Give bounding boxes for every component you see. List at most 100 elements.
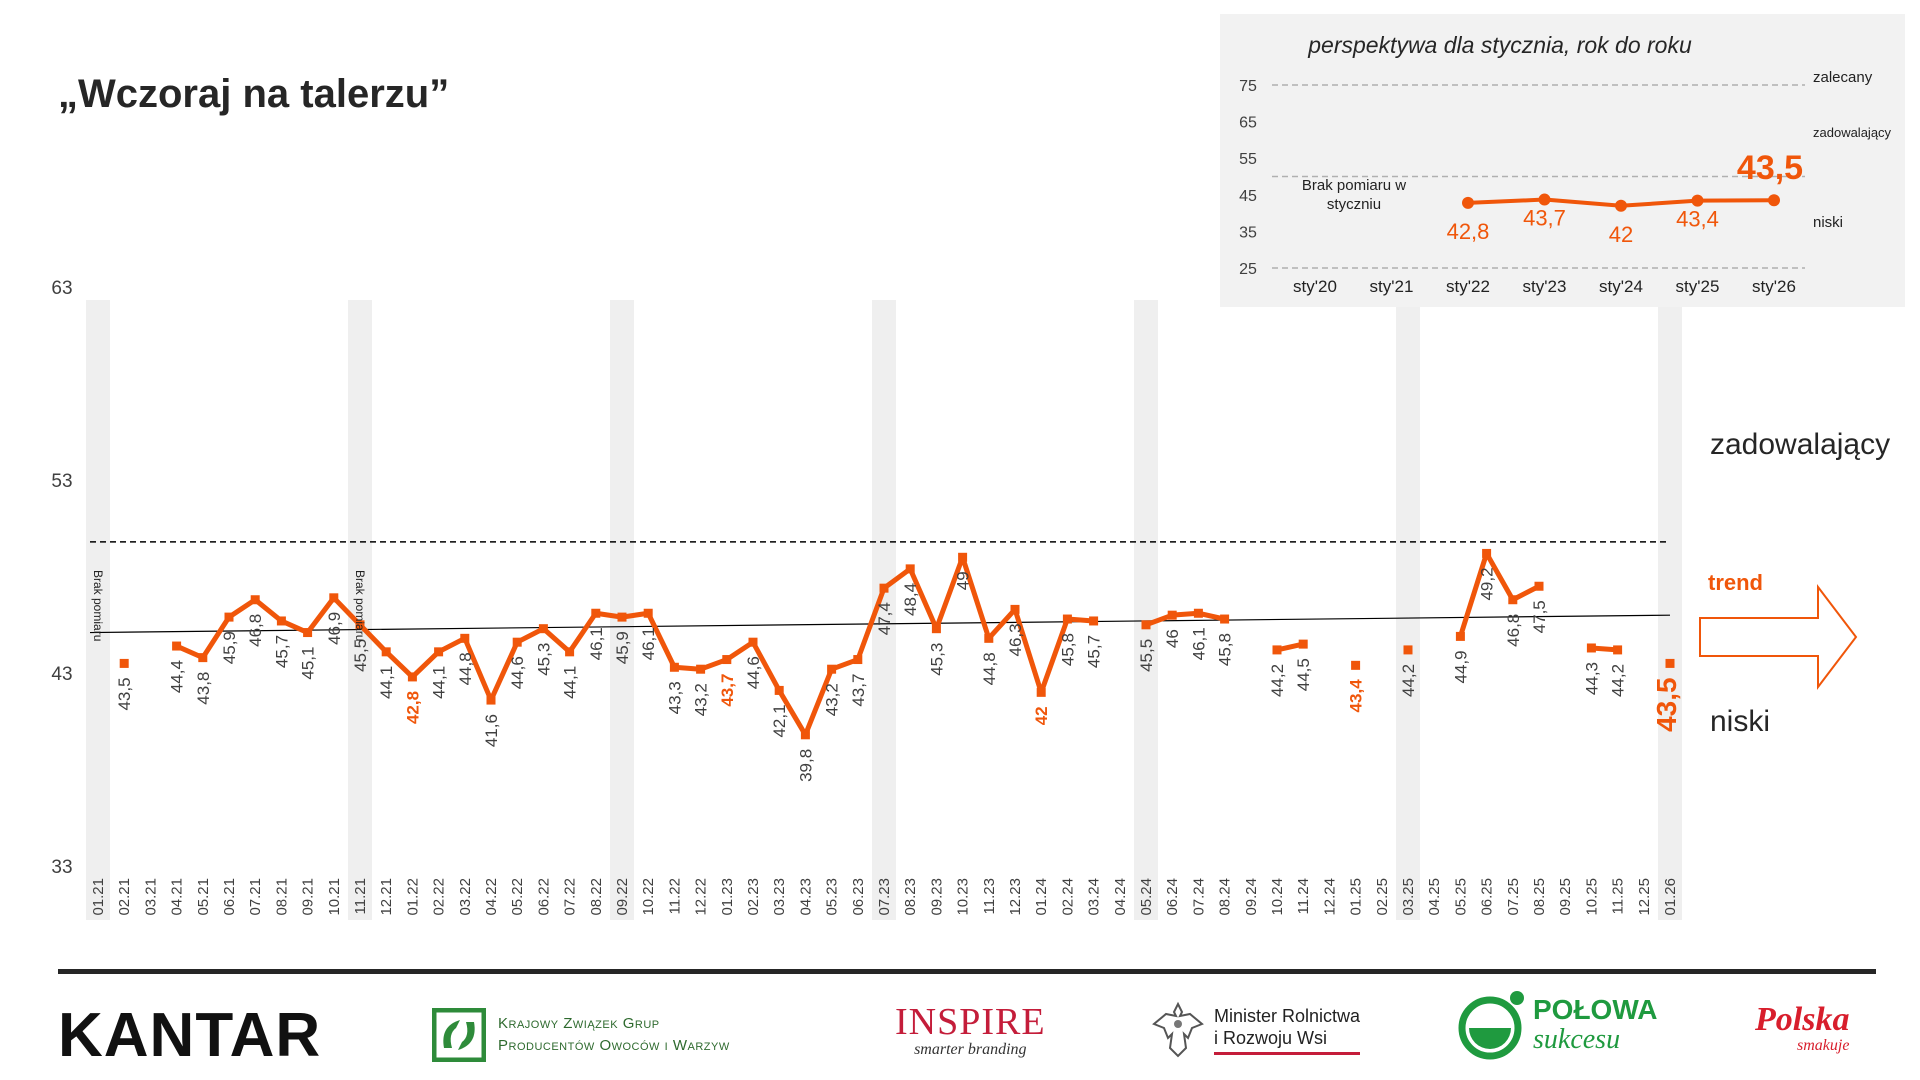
x-tick-label: 12.25: [1636, 878, 1653, 916]
inset-data-label: 43,4: [1676, 207, 1719, 232]
inset-data-label: 42: [1609, 222, 1633, 247]
footer-divider: [58, 969, 1876, 974]
x-tick-label: 08.22: [588, 878, 605, 916]
x-tick-label: 10.21: [326, 878, 343, 916]
data-label: 44,6: [744, 656, 763, 689]
data-point: [172, 641, 182, 651]
x-tick-label: 05.24: [1138, 878, 1155, 916]
x-tick-label: 01.23: [719, 878, 736, 916]
eagle-emblem-icon: [1152, 1001, 1204, 1058]
data-point: [1613, 645, 1623, 655]
data-label: 44,2: [1268, 664, 1287, 697]
x-tick-label: 11.23: [981, 878, 998, 914]
data-label: 42,1: [770, 704, 789, 737]
trend-label: trend: [1708, 570, 1763, 595]
data-label: 44,1: [430, 666, 449, 699]
inset-x-tick-label: sty'25: [1676, 277, 1720, 296]
shade-column: [348, 300, 372, 920]
x-tick-label: 05.23: [824, 878, 841, 916]
x-tick-label: 07.22: [562, 878, 579, 916]
data-label: 39,8: [796, 749, 815, 782]
x-tick-label: 04.23: [797, 878, 814, 916]
data-point: [931, 624, 941, 634]
x-tick-label: 10.25: [1583, 878, 1600, 916]
y-tick-label: 33: [51, 857, 72, 878]
x-tick-label: 09.22: [614, 878, 631, 916]
data-point: [276, 616, 286, 626]
data-point: [1167, 610, 1177, 620]
data-label: 42,8: [403, 691, 422, 724]
x-tick-label: 02.23: [745, 878, 762, 916]
data-label: 44,3: [1582, 662, 1601, 695]
inset-no-measure-note: styczniu: [1327, 196, 1381, 213]
data-point: [1403, 645, 1413, 655]
y-tick-label: 63: [51, 278, 72, 299]
data-point: [1141, 620, 1151, 630]
y-tick-label: 53: [51, 471, 72, 492]
inset-x-tick-label: sty'23: [1523, 277, 1567, 296]
data-point: [355, 620, 365, 630]
data-point: [1665, 658, 1675, 668]
x-tick-label: 02.25: [1374, 878, 1391, 916]
inset-x-tick-label: sty'26: [1752, 277, 1796, 296]
x-tick-label: 02.21: [116, 878, 133, 916]
data-point: [224, 612, 234, 622]
data-point: [407, 672, 417, 682]
data-point: [1455, 631, 1465, 641]
x-tick-label: 07.25: [1505, 878, 1522, 916]
x-tick-label: 02.22: [431, 878, 448, 916]
inset-y-tick-label: 35: [1239, 224, 1257, 241]
data-label: 43,5: [115, 677, 134, 710]
data-label: 46,1: [639, 627, 658, 660]
series-line: [1145, 610, 1226, 628]
x-tick-label: 05.21: [195, 878, 212, 916]
zone-label-upper: zadowalający: [1710, 428, 1891, 461]
x-tick-label: 11.24: [1295, 878, 1312, 914]
x-tick-label: 03.21: [142, 878, 159, 916]
data-point: [381, 647, 391, 657]
data-point: [800, 730, 810, 740]
series-line: [1458, 550, 1541, 638]
x-tick-label: 03.22: [457, 878, 474, 916]
data-label: 44,6: [508, 656, 527, 689]
y-tick-label: 43: [51, 664, 72, 685]
data-point: [486, 695, 496, 705]
inset-zone-label: zadowalający: [1813, 125, 1892, 140]
shade-column: [610, 300, 634, 920]
x-tick-label: 03.23: [771, 878, 788, 916]
x-tick-label: 11.25: [1610, 878, 1627, 914]
x-tick-label: 07.24: [1190, 878, 1207, 916]
series-line: [175, 554, 1094, 738]
data-label: 45,7: [1085, 635, 1104, 668]
x-tick-label: 05.25: [1452, 878, 1469, 916]
x-tick-label: 08.25: [1531, 878, 1548, 916]
inset-x-tick-label: sty'20: [1293, 277, 1337, 296]
data-point: [1298, 639, 1308, 649]
data-point: [1272, 645, 1282, 655]
data-label: 46,3: [1006, 623, 1025, 656]
x-tick-label: 06.21: [221, 878, 238, 916]
data-point: [905, 564, 915, 574]
polowa-sukcesu-logo: POŁOWA sukcesu: [1455, 990, 1657, 1060]
x-tick-label: 12.24: [1321, 878, 1338, 916]
x-tick-label: 04.22: [483, 878, 500, 916]
x-tick-label: 06.22: [535, 878, 552, 916]
inset-x-tick-label: sty'21: [1370, 277, 1414, 296]
x-tick-label: 08.21: [273, 878, 290, 916]
x-tick-label: 04.21: [169, 878, 186, 916]
data-point: [1586, 643, 1596, 653]
data-label: 46,1: [587, 627, 606, 660]
data-label: 44,2: [1609, 664, 1628, 697]
x-tick-label: 12.22: [693, 878, 710, 916]
data-point: [250, 595, 260, 605]
data-label: 43,8: [194, 672, 213, 705]
kzg-emblem-icon: [432, 1008, 486, 1062]
x-tick-label: 10.22: [640, 878, 657, 916]
data-point: [774, 685, 784, 695]
data-label: 45,5: [1137, 639, 1156, 672]
data-label: 45,3: [927, 643, 946, 676]
data-label: 43,2: [823, 683, 842, 716]
x-tick-label: 08.23: [902, 878, 919, 916]
data-label: 44,9: [1451, 650, 1470, 683]
data-point: [643, 608, 653, 618]
